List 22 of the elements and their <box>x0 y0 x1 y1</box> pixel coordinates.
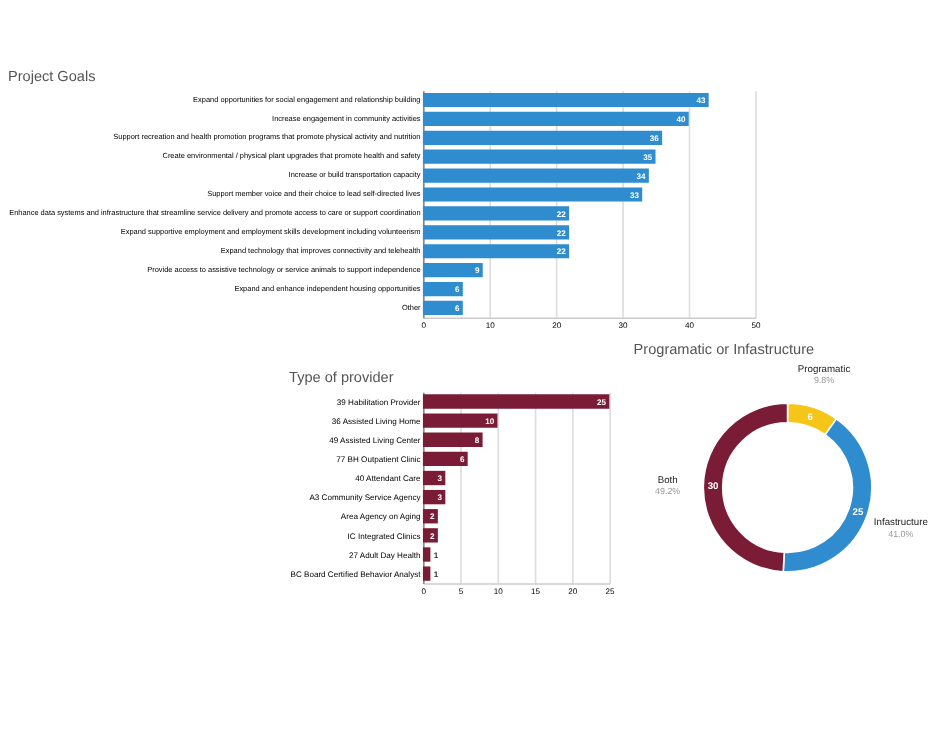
bar <box>422 244 570 259</box>
chart-title: Type of provider <box>289 368 395 387</box>
bar <box>422 130 663 145</box>
bar <box>422 111 689 126</box>
bar <box>422 547 431 562</box>
bar <box>422 413 498 428</box>
bar <box>422 451 468 467</box>
text: Project Goals <box>8 66 97 85</box>
bar <box>422 394 610 409</box>
bar <box>422 206 570 221</box>
bar <box>422 528 438 543</box>
bar <box>422 281 463 297</box>
bar <box>422 566 431 581</box>
bar <box>422 300 463 316</box>
bar <box>422 149 656 164</box>
bar <box>422 263 483 278</box>
chart-title: Programatic or Infastructure <box>633 339 815 358</box>
bar <box>422 168 649 183</box>
bar <box>422 187 643 202</box>
bar <box>422 432 483 447</box>
bar <box>422 225 570 240</box>
bar <box>422 92 709 108</box>
